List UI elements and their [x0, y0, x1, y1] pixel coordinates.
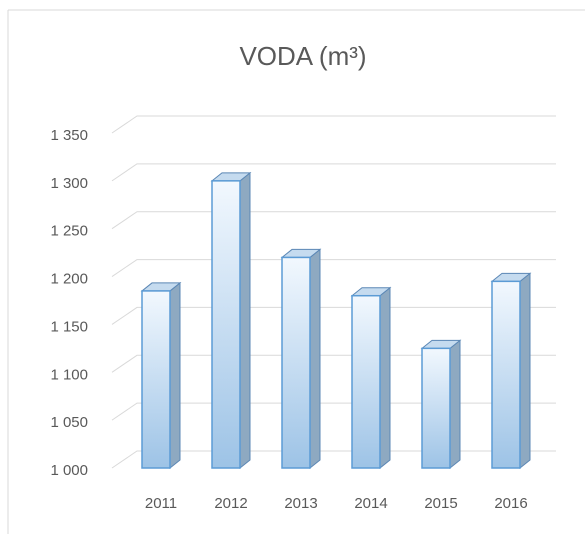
grid-line	[111, 306, 556, 325]
bar-face	[491, 280, 521, 469]
grid-line	[111, 163, 556, 182]
bar-face	[351, 294, 381, 469]
x-tick-label: 2016	[494, 495, 527, 512]
x-tick-label: 2015	[424, 495, 457, 512]
bar-face	[141, 290, 171, 469]
x-tick-label: 2014	[354, 495, 387, 512]
chart-title: VODA (m³)	[239, 41, 366, 71]
bar	[210, 171, 252, 470]
y-tick-label: 1 350	[50, 127, 88, 144]
y-tick-label: 1 050	[50, 414, 88, 431]
bar-face	[239, 171, 251, 470]
grid-line	[111, 450, 556, 469]
grid-line	[111, 354, 556, 373]
bar-face	[519, 272, 531, 470]
bar-face	[421, 347, 451, 469]
grid-line	[111, 115, 556, 134]
bar-face	[169, 281, 181, 470]
x-tick-label: 2011	[145, 495, 177, 512]
grid-line	[111, 259, 556, 277]
y-tick-label: 1 300	[50, 175, 88, 192]
bar-face	[309, 248, 321, 470]
y-tick-label: 1 250	[50, 223, 88, 240]
grid-line	[111, 211, 556, 230]
y-tick-label: 1 000	[50, 462, 88, 479]
bar-face	[281, 256, 311, 469]
bar	[140, 281, 182, 470]
y-tick-label: 1 150	[50, 318, 88, 335]
x-tick-label: 2012	[214, 495, 247, 512]
bar-face	[379, 286, 391, 470]
bar	[280, 248, 322, 470]
bar	[420, 339, 462, 470]
grid-line	[111, 402, 556, 421]
y-tick-label: 1 200	[50, 271, 88, 288]
bar	[490, 272, 532, 470]
y-tick-label: 1 100	[50, 366, 88, 383]
bar	[350, 286, 392, 470]
x-tick-label: 2013	[284, 495, 317, 512]
bar-face	[449, 339, 461, 470]
bar-face	[211, 180, 241, 469]
